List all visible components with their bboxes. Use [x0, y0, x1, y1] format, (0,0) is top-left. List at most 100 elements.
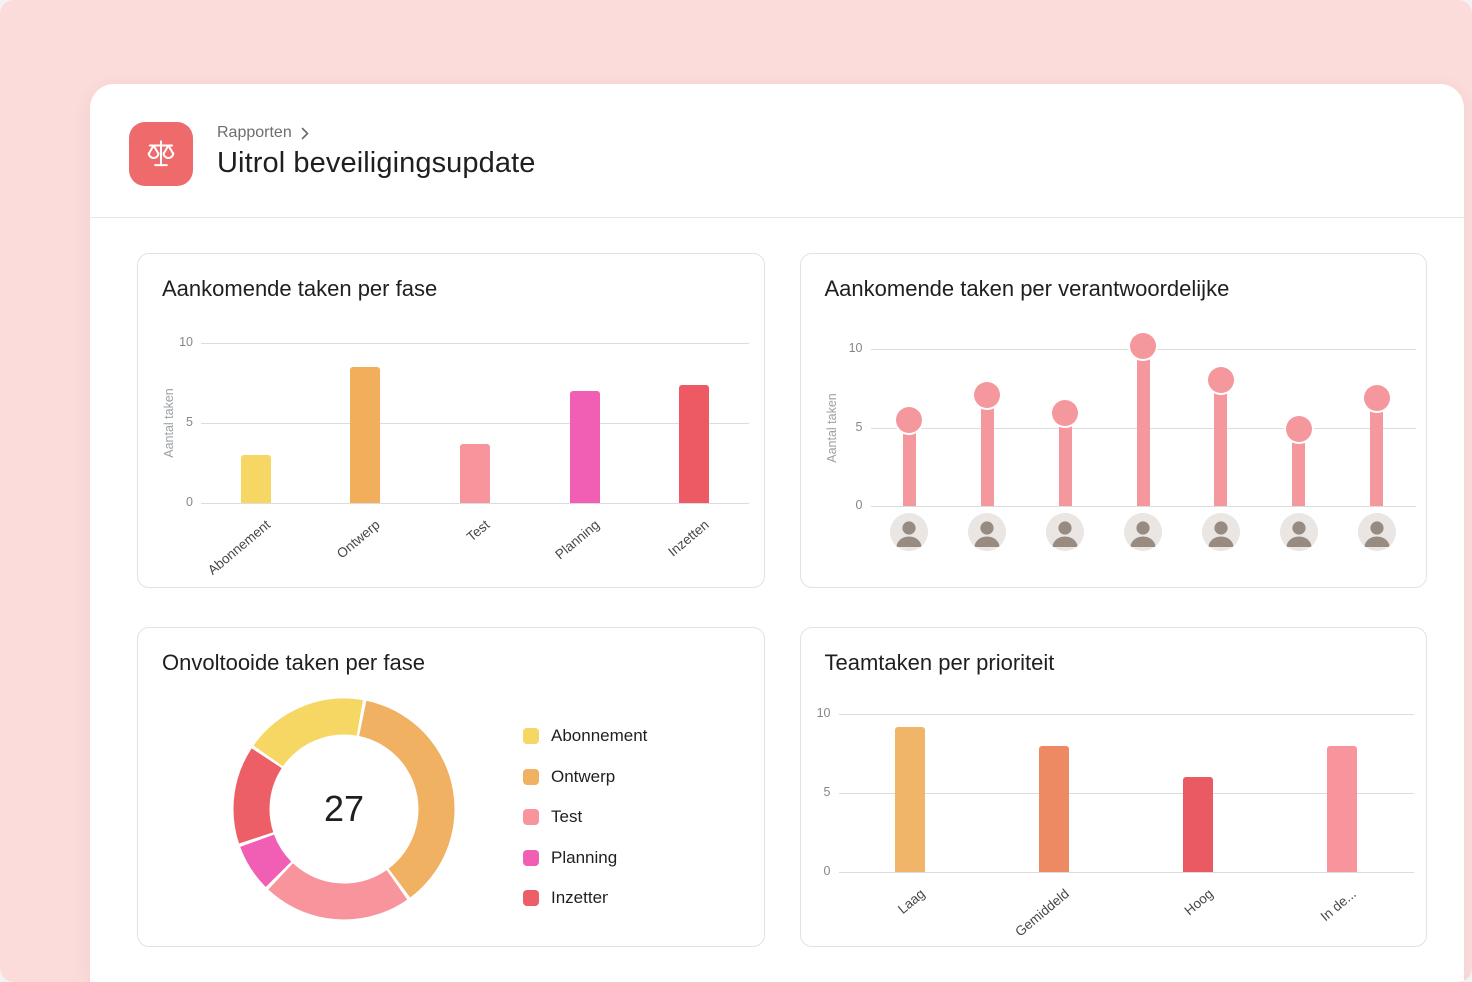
lollipop-stick[interactable]	[1292, 433, 1306, 506]
donut-segment-test[interactable]	[229, 694, 459, 924]
breadcrumb-label[interactable]: Rapporten	[217, 124, 292, 141]
bar-planning[interactable]	[569, 391, 600, 503]
y-axis-label: Aantal taken	[824, 392, 839, 463]
avatar-6[interactable]	[1279, 513, 1318, 551]
page-title: Uitrol beveiligingsupdate	[217, 147, 536, 179]
bar-laag[interactable]	[895, 726, 926, 872]
chevron-right-icon	[301, 127, 309, 140]
legend-swatch	[523, 849, 539, 866]
y-tick-label: 5	[186, 415, 193, 429]
avatar-4[interactable]	[1124, 513, 1162, 551]
y-tick-label: 0	[823, 864, 831, 878]
bar-chart-team-by-priority: 0 5 10 Laag Gemiddeld Hoog In de...	[801, 628, 1427, 946]
lollipop-stick[interactable]	[1370, 401, 1384, 506]
breadcrumb[interactable]: Rapporten	[217, 122, 535, 144]
lollipop-stick[interactable]	[1214, 384, 1228, 506]
card-title: Aankomende taken per fase	[162, 276, 438, 301]
donut-legend: Abonnement Ontwerp Test Planning Inzetten	[523, 724, 647, 910]
avatar-2[interactable]	[968, 513, 1007, 551]
bar-test[interactable]	[460, 443, 490, 503]
card-title: Onvoltooide taken per fase	[162, 650, 425, 675]
lollipop-dot[interactable]	[1285, 416, 1312, 443]
donut-chart-incomplete-by-phase: 27 Abonnement Ontwerp Test Planning Inzetten	[138, 628, 764, 946]
gridline	[838, 793, 1414, 794]
card-team-tasks-by-priority: Teamtaken per prioriteit 0 5 10 Laag Gemidde…	[799, 627, 1427, 947]
avatar-1[interactable]	[890, 513, 929, 551]
avatar-7[interactable]	[1357, 513, 1396, 551]
gridline	[838, 872, 1414, 873]
y-tick-label: 5	[855, 419, 863, 434]
y-tick-label: 10	[179, 335, 193, 349]
legend-item-abonnement[interactable]: Abonnement	[523, 724, 647, 748]
lollipop-dot[interactable]	[974, 381, 1001, 408]
x-category-label: Gemiddeld	[1012, 886, 1072, 940]
legend-item-inzetten[interactable]: Inzetten	[523, 886, 647, 910]
y-tick-label: 0	[855, 498, 863, 512]
bar-inzetten[interactable]	[679, 384, 710, 503]
legend-item-planning[interactable]: Planning	[523, 846, 647, 870]
legend-label: Test	[551, 807, 583, 826]
bar-in-de-[interactable]	[1326, 745, 1357, 872]
legend-label: Abonnement	[551, 726, 648, 745]
lollipop-stick[interactable]	[980, 398, 994, 506]
bar-hoog[interactable]	[1182, 777, 1213, 872]
avatar-5[interactable]	[1201, 513, 1240, 551]
lollipop-dot[interactable]	[1052, 400, 1079, 427]
lollipop-stick[interactable]	[902, 423, 916, 506]
cards-grid: Aankomende taken per fase 0 5 10 Aantal tak…	[137, 253, 1427, 947]
lollipop-stick[interactable]	[1058, 417, 1072, 506]
lollipop-stick[interactable]	[1136, 349, 1150, 506]
donut-segment-abonnement[interactable]	[229, 694, 459, 924]
header-text: Rapporten Uitrol beveiligingsupdate	[217, 122, 535, 180]
y-tick-label: 10	[848, 341, 863, 355]
donut-center-value: 27	[323, 788, 365, 829]
legend-label: Ontwerp	[551, 766, 616, 786]
legend-label: Planning	[551, 847, 618, 867]
bar-ontwerp[interactable]	[350, 367, 381, 503]
y-axis-label: Aantal taken	[162, 388, 176, 458]
donut-ring	[229, 694, 459, 924]
report-panel: Rapporten Uitrol beveiligingsupdate Aank…	[90, 84, 1464, 982]
lollipop-dot[interactable]	[1363, 384, 1390, 411]
x-category-label: Abonnement	[205, 517, 274, 578]
lollipop-chart-upcoming-by-assignee: 0 5 10 Aantal taken	[801, 254, 1427, 587]
x-category-label: Ontwerp	[334, 517, 384, 562]
card-upcoming-tasks-by-phase: Aankomende taken per fase 0 5 10 Aantal tak…	[137, 253, 765, 588]
y-tick-label: 10	[816, 706, 831, 720]
lollipop-dot[interactable]	[1130, 332, 1156, 359]
bar-abonnement[interactable]	[240, 455, 271, 503]
avatar-3[interactable]	[1046, 513, 1085, 551]
legend-label: Inzetten	[551, 888, 608, 907]
report-header: Rapporten Uitrol beveiligingsupdate	[90, 84, 1464, 218]
x-category-label: Laag	[895, 886, 929, 917]
x-category-label: Inzetten	[665, 517, 712, 560]
bar-gemiddeld[interactable]	[1039, 745, 1070, 872]
legend-item-ontwerp[interactable]: Ontwerp	[523, 765, 647, 789]
bar-chart-upcoming-by-phase: 0 5 10 Aantal taken Abonnement Ontwerp Test Pla…	[138, 254, 764, 587]
legend-swatch	[523, 768, 539, 785]
lollipop-dot[interactable]	[896, 406, 923, 433]
x-category-label: Hoog	[1181, 886, 1216, 919]
header-divider	[90, 217, 1464, 218]
gridline	[870, 506, 1416, 507]
legend-swatch	[523, 809, 539, 825]
card-upcoming-tasks-by-assignee: Aankomende taken per verantwoordelijke 0…	[799, 253, 1427, 588]
x-category-label: In de...	[1318, 886, 1360, 925]
balance-scale-icon	[129, 122, 193, 186]
gridline	[201, 503, 749, 504]
gridline	[201, 423, 749, 424]
legend-swatch	[523, 728, 539, 744]
legend-swatch	[523, 890, 539, 906]
card-title: Teamtaken per prioriteit	[824, 650, 1055, 675]
x-category-label: Planning	[552, 517, 603, 563]
y-tick-label: 0	[186, 495, 193, 509]
x-category-label: Test	[464, 517, 493, 545]
card-incomplete-tasks-by-phase: Onvoltooide taken per fase 27 Abonnement O…	[137, 627, 765, 947]
card-title: Aankomende taken per verantwoordelijke	[824, 276, 1230, 301]
lollipop-dot[interactable]	[1207, 367, 1234, 394]
gridline	[201, 343, 749, 344]
gridline	[838, 714, 1414, 715]
legend-item-test[interactable]: Test	[523, 805, 647, 829]
donut-segment-ontwerp[interactable]	[229, 694, 459, 924]
